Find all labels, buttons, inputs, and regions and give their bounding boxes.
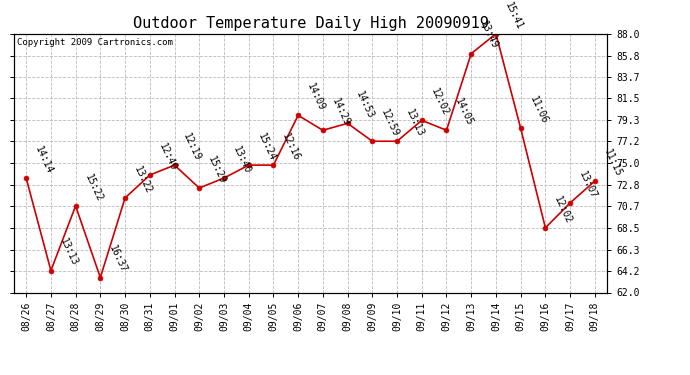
Text: 12:16: 12:16: [280, 132, 302, 162]
Text: 11:15: 11:15: [602, 147, 623, 178]
Text: 14:29: 14:29: [330, 97, 351, 128]
Text: 13:49: 13:49: [478, 20, 500, 51]
Text: 11:06: 11:06: [528, 94, 549, 126]
Text: 14:14: 14:14: [33, 144, 55, 175]
Text: Copyright 2009 Cartronics.com: Copyright 2009 Cartronics.com: [17, 38, 172, 46]
Text: 12:19: 12:19: [181, 132, 203, 162]
Text: 15:41: 15:41: [503, 0, 524, 31]
Text: 16:37: 16:37: [107, 244, 129, 275]
Text: 13:22: 13:22: [132, 164, 153, 195]
Text: 12:40: 12:40: [157, 141, 178, 172]
Text: 15:29: 15:29: [206, 154, 228, 185]
Text: 13:13: 13:13: [404, 108, 426, 138]
Title: Outdoor Temperature Daily High 20090919: Outdoor Temperature Daily High 20090919: [132, 16, 489, 31]
Text: 12:59: 12:59: [380, 108, 401, 138]
Text: 13:13: 13:13: [58, 237, 79, 268]
Text: 13:07: 13:07: [577, 169, 598, 200]
Text: 14:53: 14:53: [355, 90, 376, 120]
Text: 14:09: 14:09: [305, 82, 326, 112]
Text: 15:22: 15:22: [83, 172, 104, 203]
Text: 13:40: 13:40: [231, 144, 253, 175]
Text: 12:02: 12:02: [428, 87, 450, 117]
Text: 15:24: 15:24: [255, 132, 277, 162]
Text: 12:02: 12:02: [552, 194, 574, 225]
Text: 14:05: 14:05: [453, 97, 475, 128]
